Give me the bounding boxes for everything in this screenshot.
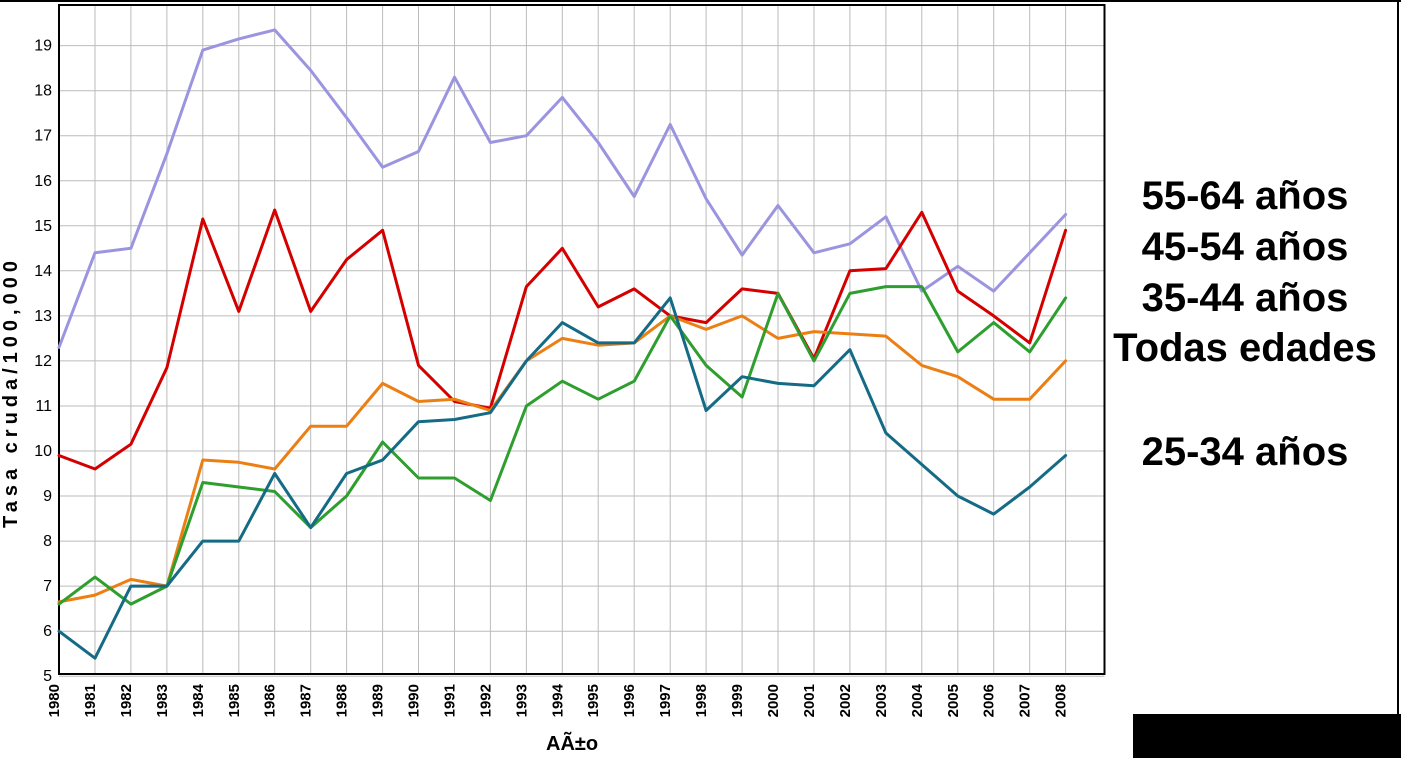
svg-text:16: 16 — [34, 173, 52, 190]
svg-text:1984: 1984 — [190, 683, 207, 717]
svg-text:2001: 2001 — [801, 684, 818, 717]
svg-text:18: 18 — [34, 83, 52, 100]
svg-text:5: 5 — [43, 668, 52, 685]
svg-text:15: 15 — [34, 218, 52, 235]
svg-text:2008: 2008 — [1053, 684, 1070, 717]
svg-text:2006: 2006 — [981, 684, 998, 717]
svg-text:1997: 1997 — [657, 684, 674, 717]
svg-text:1982: 1982 — [118, 684, 135, 717]
svg-text:1994: 1994 — [549, 683, 566, 717]
svg-text:2007: 2007 — [1017, 684, 1034, 717]
svg-text:1990: 1990 — [406, 684, 423, 717]
svg-text:1985: 1985 — [226, 684, 243, 717]
svg-text:13: 13 — [34, 308, 52, 325]
svg-text:1998: 1998 — [693, 684, 710, 717]
svg-text:17: 17 — [34, 128, 52, 145]
svg-text:8: 8 — [43, 533, 52, 550]
svg-text:1983: 1983 — [154, 684, 171, 717]
svg-text:1996: 1996 — [621, 684, 638, 717]
svg-text:10: 10 — [34, 443, 52, 460]
svg-text:2000: 2000 — [765, 684, 782, 717]
svg-text:1980: 1980 — [46, 684, 63, 717]
svg-text:1995: 1995 — [585, 684, 602, 717]
svg-text:11: 11 — [35, 398, 52, 415]
svg-text:7: 7 — [43, 578, 52, 595]
svg-text:1993: 1993 — [513, 684, 530, 717]
svg-text:1981: 1981 — [82, 684, 99, 717]
svg-text:6: 6 — [43, 623, 52, 640]
svg-text:2002: 2002 — [837, 684, 854, 717]
svg-text:2004: 2004 — [909, 683, 926, 717]
svg-text:19: 19 — [34, 38, 52, 55]
svg-text:9: 9 — [43, 488, 52, 505]
svg-text:1992: 1992 — [477, 684, 494, 717]
svg-text:2005: 2005 — [945, 684, 962, 717]
svg-text:1988: 1988 — [334, 684, 351, 717]
svg-text:1991: 1991 — [442, 684, 459, 717]
svg-text:1999: 1999 — [729, 684, 746, 717]
svg-text:2003: 2003 — [873, 684, 890, 717]
svg-text:1989: 1989 — [370, 684, 387, 717]
svg-text:12: 12 — [34, 353, 52, 370]
svg-text:1986: 1986 — [262, 684, 279, 717]
svg-text:14: 14 — [34, 263, 52, 280]
svg-text:1987: 1987 — [298, 684, 315, 717]
